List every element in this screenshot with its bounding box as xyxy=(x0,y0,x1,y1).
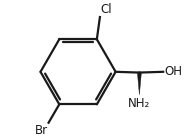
Polygon shape xyxy=(137,73,141,95)
Text: NH₂: NH₂ xyxy=(128,97,151,110)
Text: Br: Br xyxy=(35,124,48,137)
Text: OH: OH xyxy=(164,65,182,78)
Text: Cl: Cl xyxy=(101,3,112,16)
